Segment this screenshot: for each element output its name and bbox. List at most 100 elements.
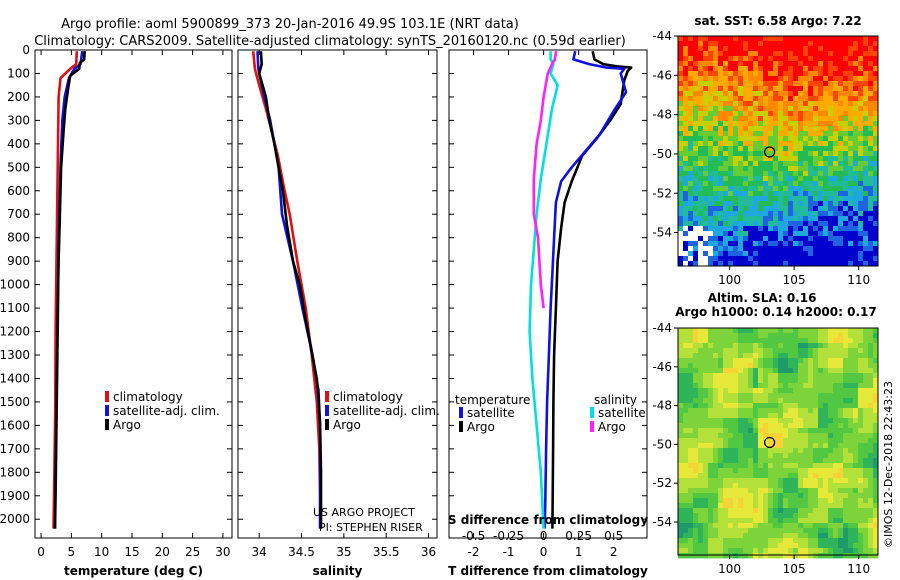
- sla-heatmap-cell: [723, 438, 729, 444]
- sst-heatmap-cell: [743, 156, 749, 162]
- sla-heatmap-cell: [723, 513, 729, 519]
- sla-heatmap-cell: [713, 413, 719, 419]
- sla-heatmap-cell: [848, 503, 854, 509]
- sla-heatmap-cell: [808, 363, 814, 369]
- sst-heatmap-cell: [813, 51, 819, 57]
- sst-heatmap-cell: [793, 96, 799, 102]
- sla-heatmap-cell: [788, 368, 794, 374]
- sla-heatmap-cell: [828, 518, 834, 524]
- sst-heatmap-cell: [748, 186, 754, 192]
- sla-heatmap-cell: [828, 338, 834, 344]
- sla-heatmap-cell: [708, 533, 714, 539]
- sla-heatmap-cell: [728, 413, 734, 419]
- sla-heatmap-cell: [863, 463, 869, 469]
- sla-heatmap-cell: [758, 503, 764, 509]
- sst-heatmap-cell: [703, 126, 709, 132]
- sla-heatmap-cell: [853, 333, 859, 339]
- sla-heatmap-cell: [798, 433, 804, 439]
- sst-heatmap-cell: [868, 181, 874, 187]
- sst-heatmap-cell: [718, 66, 724, 72]
- sla-heatmap-cell: [818, 488, 824, 494]
- sst-heatmap-cell: [798, 216, 804, 222]
- sst-heatmap-cell: [753, 241, 759, 247]
- sst-heatmap-cell: [768, 111, 774, 117]
- sla-heatmap-cell: [678, 468, 684, 474]
- sst-heatmap-cell: [763, 106, 769, 112]
- sla-heatmap-cell: [843, 378, 849, 384]
- sst-heatmap-cell: [818, 256, 824, 262]
- sst-heatmap-cell: [823, 61, 829, 67]
- sla-heatmap-cell: [798, 343, 804, 349]
- sst-heatmap-cell: [763, 201, 769, 207]
- sst-heatmap-cell: [848, 156, 854, 162]
- sla-heatmap-cell: [858, 398, 864, 404]
- sla-heatmap-cell: [678, 423, 684, 429]
- sla-heatmap-cell: [718, 413, 724, 419]
- sst-heatmap-cell: [728, 171, 734, 177]
- sst-heatmap-cell: [688, 51, 694, 57]
- sla-heatmap-cell: [743, 333, 749, 339]
- sst-heatmap-cell: [783, 66, 789, 72]
- sla-heatmap-cell: [718, 538, 724, 544]
- sst-heatmap-cell: [808, 226, 814, 232]
- sst-heatmap-cell: [753, 156, 759, 162]
- sst-heatmap-cell: [853, 51, 859, 57]
- sla-heatmap-cell: [693, 368, 699, 374]
- sla-heatmap-cell: [748, 393, 754, 399]
- sst-heatmap-cell: [853, 56, 859, 62]
- sla-heatmap-cell: [743, 433, 749, 439]
- sla-heatmap-cell: [718, 443, 724, 449]
- sst-heatmap-cell: [813, 251, 819, 257]
- sla-heatmap-cell: [763, 408, 769, 414]
- sst-heatmap-cell: [718, 236, 724, 242]
- sst-heatmap-cell: [683, 166, 689, 172]
- sla-heatmap-cell: [733, 343, 739, 349]
- sla-heatmap-cell: [798, 513, 804, 519]
- sst-heatmap-cell: [688, 206, 694, 212]
- sst-heatmap-cell: [818, 126, 824, 132]
- sla-heatmap-cell: [798, 523, 804, 529]
- sla-heatmap-cell: [813, 338, 819, 344]
- sst-heatmap-cell: [678, 216, 684, 222]
- sla-heatmap-cell: [823, 493, 829, 499]
- sst-heatmap-cell: [838, 156, 844, 162]
- sla-heatmap-cell: [823, 358, 829, 364]
- sla-heatmap-cell: [738, 443, 744, 449]
- sst-heatmap-cell: [723, 71, 729, 77]
- sst-heatmap-cell: [863, 191, 869, 197]
- sla-heatmap-cell: [723, 358, 729, 364]
- sla-heatmap-cell: [718, 518, 724, 524]
- sla-heatmap-cell: [838, 488, 844, 494]
- sst-heatmap-cell: [678, 101, 684, 107]
- sst-heatmap-cell: [858, 136, 864, 142]
- sst-heatmap-cell: [873, 161, 879, 167]
- sla-heatmap-cell: [748, 363, 754, 369]
- sst-heatmap-cell: [733, 256, 739, 262]
- sla-heatmap-cell: [713, 528, 719, 534]
- sla-heatmap-cell: [783, 388, 789, 394]
- sst-heatmap-cell: [843, 56, 849, 62]
- sla-heatmap-cell: [728, 348, 734, 354]
- sla-heatmap-cell: [838, 493, 844, 499]
- sla-heatmap-cell: [803, 483, 809, 489]
- sla-heatmap-cell: [833, 383, 839, 389]
- sla-heatmap-cell: [678, 458, 684, 464]
- sst-heatmap-cell: [768, 76, 774, 82]
- sla-heatmap-cell: [833, 353, 839, 359]
- sla-heatmap-cell: [723, 543, 729, 549]
- sst-heatmap-cell: [808, 161, 814, 167]
- sst-heatmap-cell: [863, 146, 869, 152]
- sla-heatmap-cell: [678, 378, 684, 384]
- sst-heatmap-cell: [798, 186, 804, 192]
- sst-heatmap-cell: [798, 191, 804, 197]
- sla-heatmap-cell: [683, 358, 689, 364]
- sst-heatmap-cell: [698, 181, 704, 187]
- sst-heatmap-cell: [753, 251, 759, 257]
- sla-heatmap-cell: [708, 548, 714, 554]
- sst-heatmap-cell: [788, 151, 794, 157]
- sla-heatmap-cell: [838, 438, 844, 444]
- sla-heatmap-cell: [808, 553, 814, 559]
- sla-heatmap-cell: [683, 363, 689, 369]
- sst-heatmap-cell: [723, 206, 729, 212]
- sst-heatmap-cell: [683, 41, 689, 47]
